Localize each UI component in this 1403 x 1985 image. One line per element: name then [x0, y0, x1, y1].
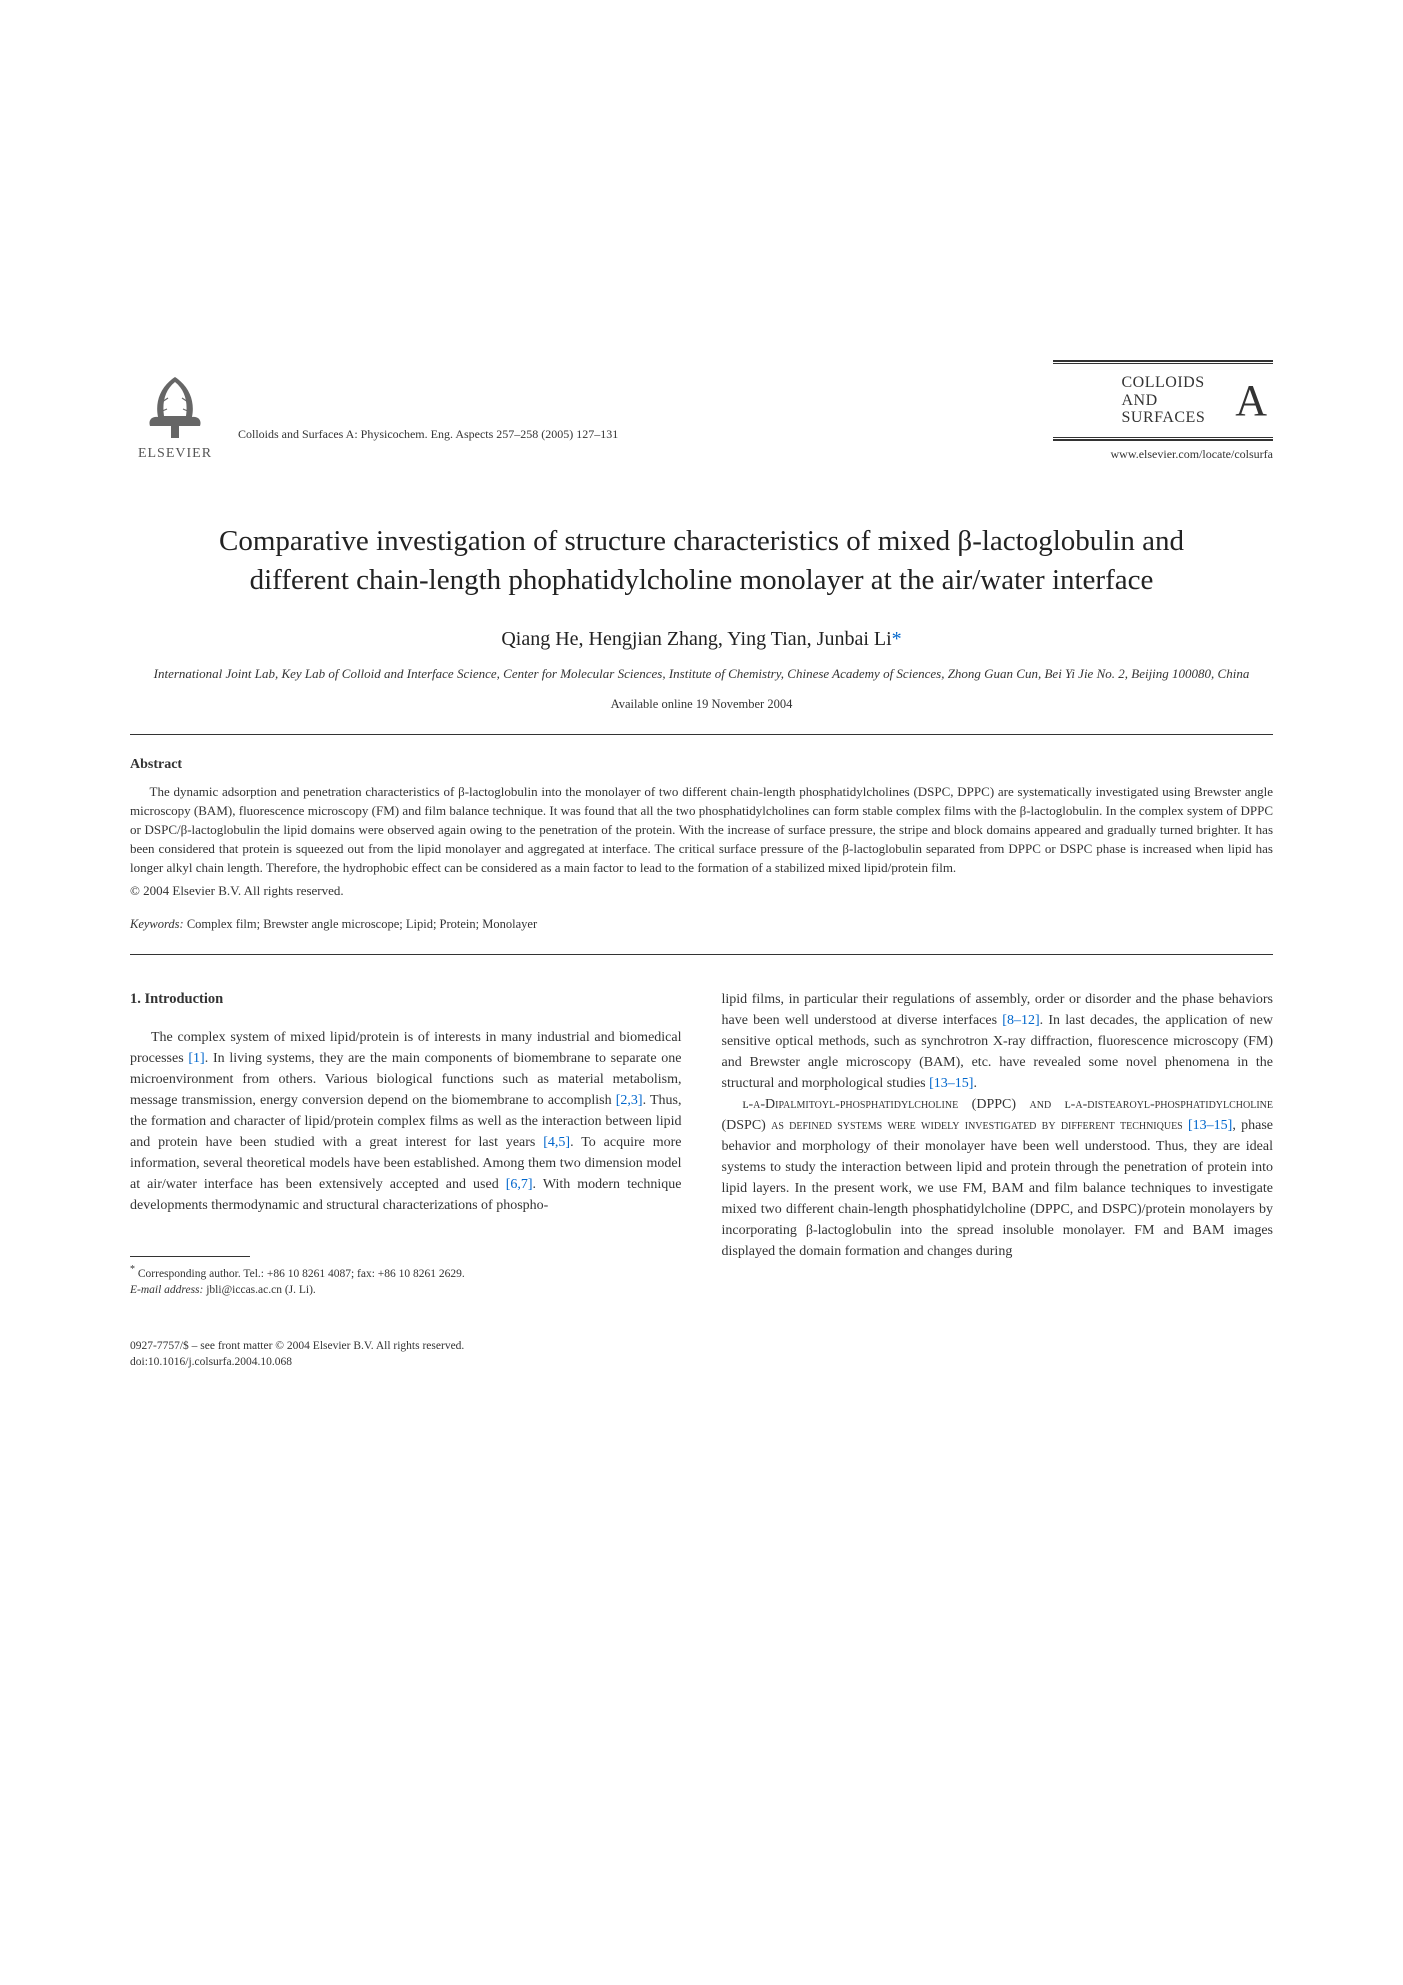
email-address: jbli@iccas.ac.cn (J. Li). — [203, 1284, 315, 1296]
journal-badge: COLLOIDS AND SURFACES A www.elsevier.com… — [1053, 360, 1273, 462]
badge-line1: COLLOIDS — [1121, 374, 1205, 392]
rule-above-abstract — [130, 734, 1273, 735]
elsevier-tree-icon — [140, 372, 210, 442]
text-seg: . — [973, 1076, 977, 1091]
email-label: E-mail address: — [130, 1284, 203, 1296]
keywords-label: Keywords: — [130, 917, 184, 931]
abstract-copyright: © 2004 Elsevier B.V. All rights reserved… — [130, 883, 1273, 899]
authors-names: Qiang He, Hengjian Zhang, Ying Tian, Jun… — [501, 628, 891, 650]
corresponding-footnote: * Corresponding author. Tel.: +86 10 826… — [130, 1263, 682, 1298]
citation-link[interactable]: [8–12] — [1002, 1013, 1039, 1028]
citation-link[interactable]: [6,7] — [506, 1177, 533, 1192]
intro-paragraph-2: ʟ-α-Dipalmitoyl-phosphatidylcholine (DPP… — [722, 1094, 1274, 1262]
publisher-block: ELSEVIER Colloids and Surfaces A: Physic… — [130, 362, 618, 462]
authors-line: Qiang He, Hengjian Zhang, Ying Tian, Jun… — [130, 628, 1273, 651]
badge-rule-bottom — [1053, 437, 1273, 441]
citation-link[interactable]: [13–15] — [929, 1076, 973, 1091]
badge-letter: A — [1235, 375, 1267, 426]
badge-line2: AND — [1121, 392, 1205, 410]
column-right: lipid films, in particular their regulat… — [722, 989, 1274, 1370]
journal-url: www.elsevier.com/locate/colsurfa — [1111, 447, 1274, 462]
section-1-heading: 1. Introduction — [130, 989, 682, 1011]
badge-line3: SURFACES — [1121, 409, 1205, 427]
doi-line: doi:10.1016/j.colsurfa.2004.10.068 — [130, 1354, 682, 1370]
abstract-section: Abstract The dynamic adsorption and pene… — [130, 757, 1273, 932]
badge-box: COLLOIDS AND SURFACES A — [1115, 370, 1273, 431]
available-online: Available online 19 November 2004 — [130, 697, 1273, 712]
intro-paragraph-1: The complex system of mixed lipid/protei… — [130, 1027, 682, 1216]
footnote-rule — [130, 1256, 250, 1257]
keywords-line: Keywords: Complex film; Brewster angle m… — [130, 917, 1273, 932]
text-seg: . In living systems, they are the main c… — [130, 1051, 682, 1108]
citation-link[interactable]: [1] — [188, 1051, 204, 1066]
badge-rule-top — [1053, 360, 1273, 364]
front-matter-line: 0927-7757/$ – see front matter © 2004 El… — [130, 1338, 682, 1354]
corr-author-text: Corresponding author. Tel.: +86 10 8261 … — [138, 1268, 465, 1280]
citation-link[interactable]: [13–15] — [1188, 1118, 1232, 1133]
title-block: Comparative investigation of structure c… — [130, 522, 1273, 712]
elsevier-logo: ELSEVIER — [130, 362, 220, 462]
keywords-text: Complex film; Brewster angle microscope;… — [184, 917, 537, 931]
page-header: ELSEVIER Colloids and Surfaces A: Physic… — [130, 360, 1273, 462]
publisher-name: ELSEVIER — [138, 446, 212, 462]
citation-link[interactable]: [4,5] — [543, 1135, 570, 1150]
abstract-body: The dynamic adsorption and penetration c… — [130, 783, 1273, 877]
footnote-star-icon: * — [130, 1264, 135, 1275]
journal-reference: Colloids and Surfaces A: Physicochem. En… — [238, 427, 618, 442]
corr-star-icon: * — [892, 628, 902, 650]
abstract-heading: Abstract — [130, 757, 1273, 773]
column-left: 1. Introduction The complex system of mi… — [130, 989, 682, 1370]
rule-below-keywords — [130, 954, 1273, 955]
doi-block: 0927-7757/$ – see front matter © 2004 El… — [130, 1338, 682, 1370]
article-title: Comparative investigation of structure c… — [130, 522, 1273, 600]
citation-link[interactable]: [2,3] — [616, 1093, 643, 1108]
text-seg: , phase behavior and morphology of their… — [722, 1118, 1274, 1259]
badge-text: COLLOIDS AND SURFACES — [1121, 374, 1205, 427]
intro-paragraph-1-cont: lipid films, in particular their regulat… — [722, 989, 1274, 1094]
body-columns: 1. Introduction The complex system of mi… — [130, 989, 1273, 1370]
affiliation: International Joint Lab, Key Lab of Coll… — [130, 665, 1273, 683]
